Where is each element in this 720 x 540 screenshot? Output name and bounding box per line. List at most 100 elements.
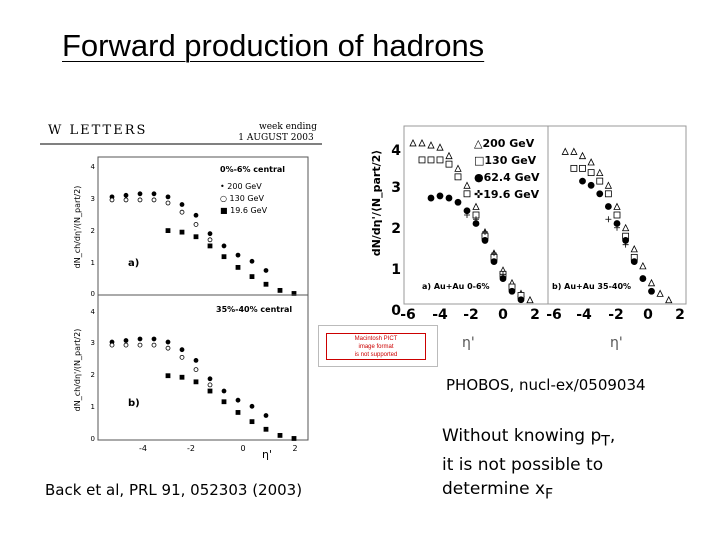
xtick: -6: [546, 307, 562, 323]
data-point: [193, 222, 199, 227]
data-point: [570, 147, 578, 155]
data-point: [249, 419, 255, 425]
data-point: [614, 224, 620, 231]
legend-entry: □130 GeV: [474, 154, 537, 167]
data-point: [445, 194, 453, 202]
legend-entry: ○ 130 GeV: [220, 194, 264, 203]
data-point: [207, 237, 213, 243]
ytick: 1: [91, 259, 95, 267]
data-point: [137, 342, 143, 348]
data-point: [137, 197, 143, 203]
bottom-panel-label: b): [128, 398, 140, 409]
data-point: [137, 336, 143, 342]
right-figure-caption: PHOBOS, nucl-ex/0509034: [446, 376, 646, 394]
xtick: 0: [498, 307, 508, 323]
data-point: [436, 192, 444, 200]
data-point: [656, 289, 664, 297]
left-top-marks: [109, 191, 297, 296]
xtick: 0: [643, 307, 653, 323]
panel-a-xlabel: η': [462, 335, 475, 351]
ytick: 0: [91, 435, 95, 443]
data-point: [427, 156, 435, 164]
data-point: [249, 274, 255, 280]
data-point: [454, 198, 462, 206]
ytick: 0: [391, 303, 401, 319]
data-point: [221, 399, 227, 405]
data-point: [221, 388, 227, 394]
ytick: 3: [91, 339, 95, 347]
data-point: [179, 354, 185, 360]
data-point: [631, 258, 638, 265]
right-ylabel: dN/dη'/⟨N_part/2⟩: [370, 150, 383, 257]
legend-entry: ✜19.6 GeV: [474, 188, 540, 201]
body-line-1: Without knowing pT,: [442, 426, 616, 450]
data-point: [604, 190, 612, 198]
data-point: [193, 358, 199, 363]
data-point: [179, 374, 185, 380]
data-point: [277, 287, 283, 293]
panel-a-label: a) Au+Au 0-6%: [422, 282, 490, 291]
data-point: [613, 202, 621, 210]
data-point: [596, 168, 604, 177]
data-point: [109, 197, 115, 203]
data-point: [427, 194, 435, 202]
panel-a-marks: [409, 139, 534, 304]
data-point: [622, 241, 629, 248]
bottom-panel-frame: [97, 294, 309, 441]
data-point: [249, 403, 255, 409]
data-point: [490, 258, 498, 266]
data-point: [179, 209, 185, 215]
data-point: [436, 143, 444, 151]
ytick: 3: [391, 180, 401, 196]
data-point: [630, 245, 638, 253]
left-figure: W LETTERS week ending 1 AUGUST 2003 4 3 …: [40, 122, 322, 461]
data-point: [165, 200, 171, 206]
pict-line: image format: [358, 344, 394, 350]
data-point: [409, 139, 417, 147]
data-point: [193, 379, 199, 385]
data-point: [454, 164, 462, 172]
data-point: [137, 191, 143, 197]
legend-entry: • 200 GeV: [220, 182, 262, 191]
data-point: [207, 382, 213, 388]
data-point: [165, 228, 171, 233]
panel-b-frame: [547, 125, 687, 305]
data-point: [639, 261, 647, 270]
data-point: [596, 190, 604, 198]
data-point: [596, 177, 604, 185]
data-point: [605, 216, 612, 223]
ytick: 1: [391, 262, 401, 278]
data-point: [193, 367, 199, 372]
data-point: [587, 158, 595, 166]
data-point: [621, 223, 630, 232]
data-point: [221, 254, 227, 260]
data-point: [249, 258, 255, 264]
data-point: [193, 212, 199, 218]
ytick: 4: [91, 163, 96, 171]
xtick: -4: [139, 444, 147, 453]
ytick: 3: [91, 195, 95, 203]
data-point: [579, 177, 586, 185]
data-point: [509, 288, 515, 295]
ytick: 4: [91, 308, 96, 316]
data-point: [165, 194, 171, 200]
data-point: [235, 252, 241, 258]
data-point: [207, 243, 213, 249]
data-point: [123, 192, 129, 198]
data-point: [151, 191, 157, 197]
data-point: [207, 388, 213, 394]
data-point: [604, 203, 612, 210]
body-line-3: determine xF: [442, 479, 554, 503]
ytick: 2: [391, 221, 401, 237]
xtick: -6: [400, 307, 416, 323]
data-point: [179, 347, 185, 353]
ytick: 4: [391, 143, 401, 159]
data-point: [277, 433, 283, 438]
ytick: 0: [91, 290, 95, 298]
legend-entry: ■ 19.6 GeV: [220, 206, 268, 215]
data-point: [179, 229, 185, 235]
data-point: [165, 339, 171, 345]
xtick: -2: [463, 307, 479, 323]
data-point: [427, 141, 435, 149]
body-text: Without knowing pT, it is not possible t…: [442, 424, 615, 507]
